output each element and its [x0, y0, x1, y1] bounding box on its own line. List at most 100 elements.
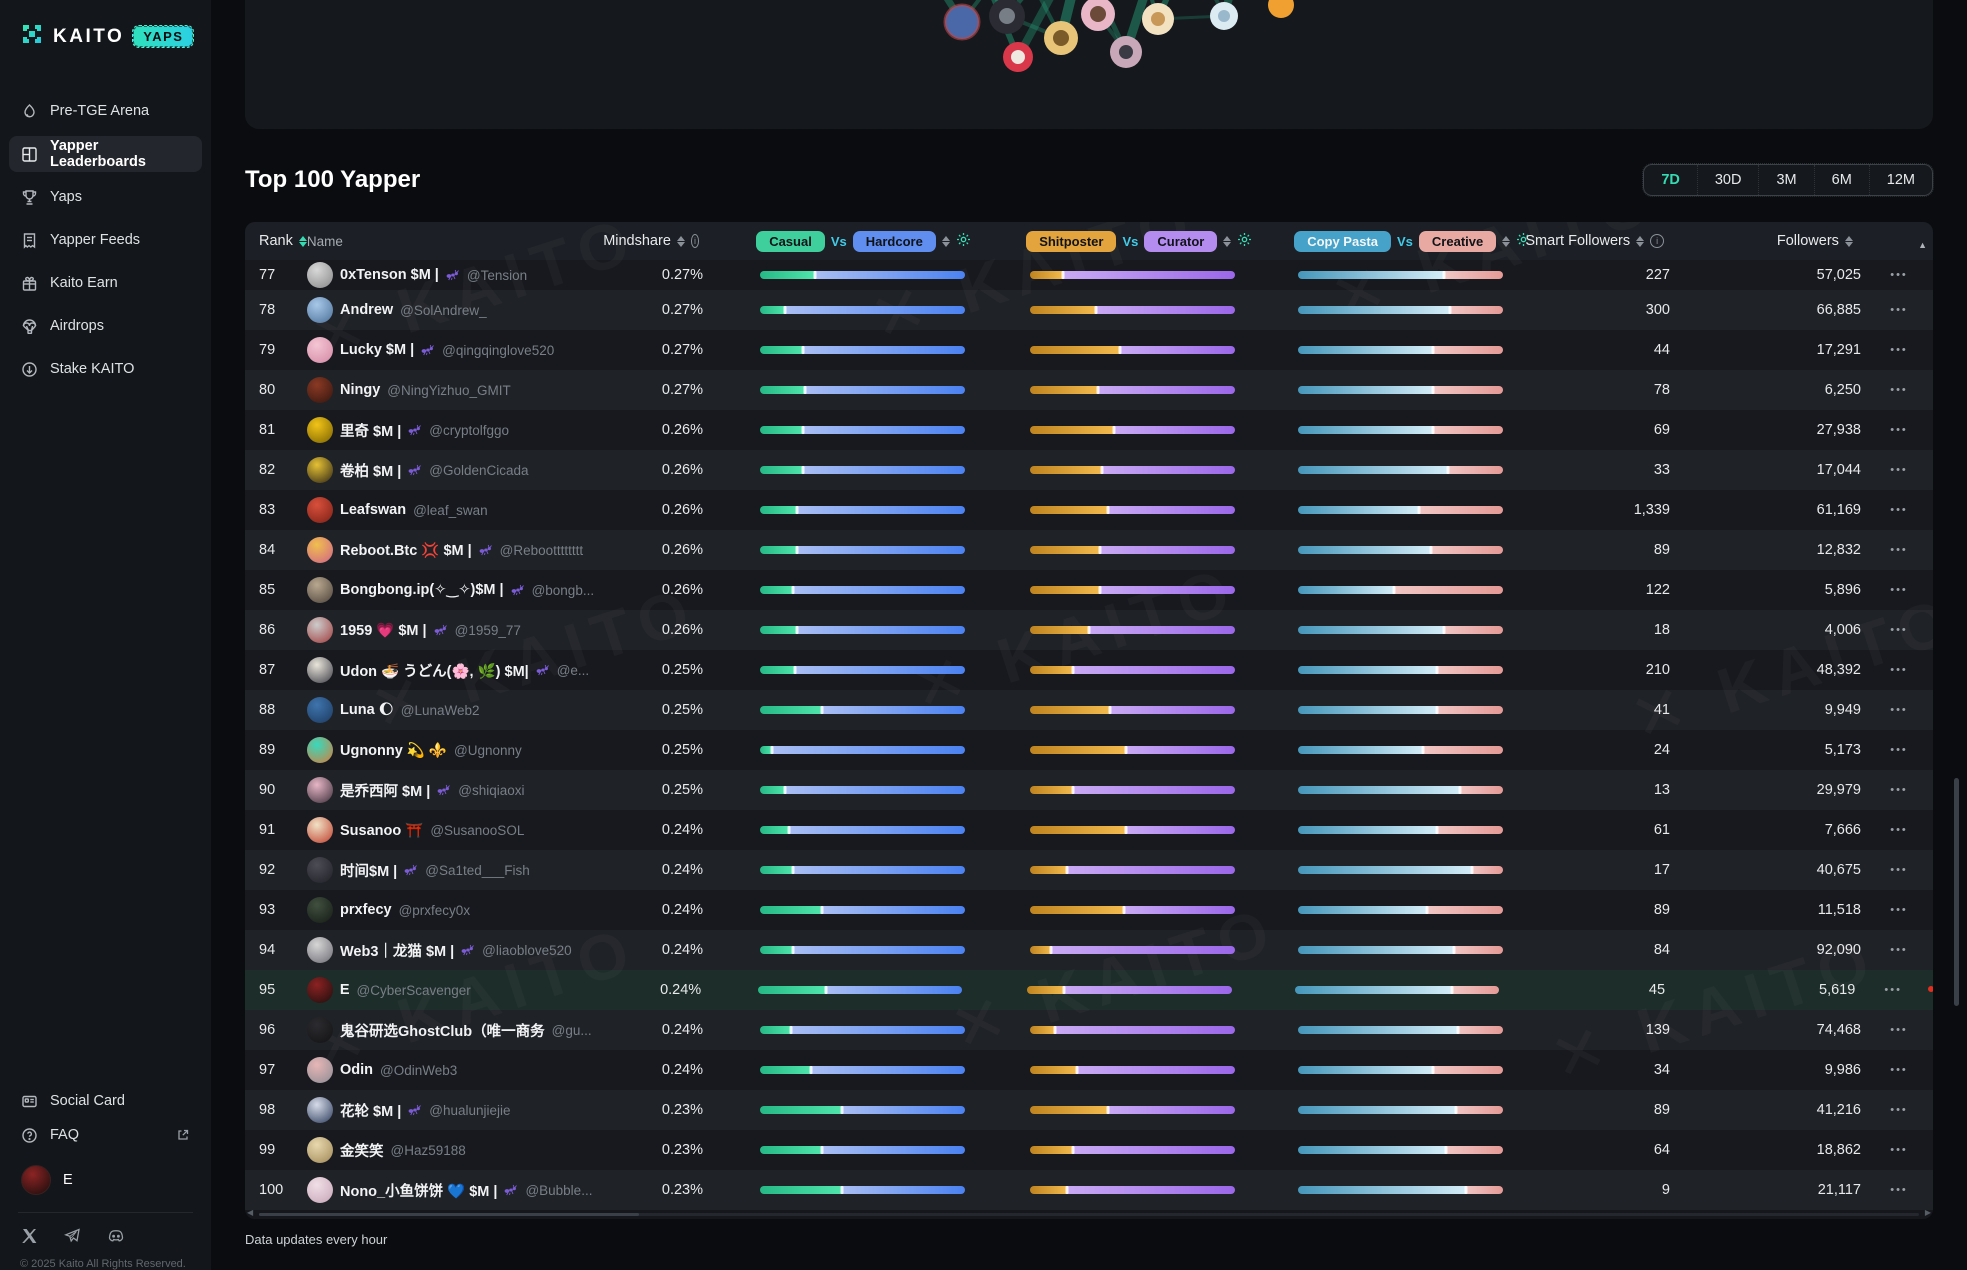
table-row[interactable]: 86 1959 💗 $M | @1959_77 0.26% 18 4,006 •… — [245, 610, 1933, 650]
rank-cell: 84 — [259, 542, 276, 558]
casual-settings-icon[interactable] — [956, 232, 971, 250]
casual-pill[interactable]: Casual — [756, 230, 825, 252]
table-row[interactable]: 93 prxfecy @prxfecy0x 0.24% 89 11,518 ••… — [245, 890, 1933, 930]
bar-marker — [1442, 626, 1446, 634]
horizontal-scrollbar[interactable]: ◀ ▶ — [245, 1208, 1933, 1219]
bar-marker — [791, 866, 795, 874]
sidebar-item-kaito-earn[interactable]: Kaito Earn — [9, 265, 202, 301]
sidebar-item-airdrops[interactable]: Airdrops — [9, 308, 202, 344]
table-row[interactable]: 89 Ugnonny 💫 ⚜️ @Ugnonny 0.25% 24 5,173 … — [245, 730, 1933, 770]
table-row[interactable]: 97 Odin @OdinWeb3 0.24% 34 9,986 ••• — [245, 1050, 1933, 1090]
row-menu-button[interactable]: ••• — [1890, 584, 1908, 596]
table-row[interactable]: 99 金笑笑 @Haz59188 0.23% 64 18,862 ••• — [245, 1130, 1933, 1170]
range-7d[interactable]: 7D — [1661, 172, 1680, 188]
table-row[interactable]: 83 Leafswan @leaf_swan 0.26% 1,339 61,16… — [245, 490, 1933, 530]
sidebar-item-yapper-leaderboards[interactable]: Yapper Leaderboards — [9, 136, 202, 172]
row-menu-button[interactable]: ••• — [1890, 824, 1908, 836]
range-6m[interactable]: 6M — [1813, 165, 1869, 195]
user-profile[interactable]: E — [9, 1160, 202, 1200]
table-row[interactable]: 80 Ningy @NingYizhuo_GMIT 0.27% 78 6,250… — [245, 370, 1933, 410]
table-row[interactable]: 91 Susanoo ⛩️ @SusanooSOL 0.24% 61 7,666… — [245, 810, 1933, 850]
table-row[interactable]: 87 Udon 🍜 うどん(🌸, 🌿) $M| @e... 0.25% 210 … — [245, 650, 1933, 690]
row-menu-button[interactable]: ••• — [1884, 984, 1902, 996]
leaderboard-icon — [22, 146, 37, 162]
range-30d[interactable]: 30D — [1696, 165, 1759, 195]
copy-pasta-pill[interactable]: Copy Pasta — [1294, 230, 1391, 252]
sidebar-item-yapper-feeds[interactable]: Yapper Feeds — [9, 222, 202, 258]
row-menu-button[interactable]: ••• — [1890, 1144, 1908, 1156]
row-menu-button[interactable]: ••• — [1890, 544, 1908, 556]
table-row[interactable]: 82 卷柏 $M | @GoldenCicada 0.26% 33 17,044… — [245, 450, 1933, 490]
row-menu-button[interactable]: ••• — [1890, 464, 1908, 476]
row-menu-button[interactable]: ••• — [1890, 1104, 1908, 1116]
sidebar-item-stake-kaito[interactable]: Stake KAITO — [9, 351, 202, 387]
row-menu-button[interactable]: ••• — [1890, 1064, 1908, 1076]
shitposter-sort-icon[interactable] — [1223, 235, 1232, 247]
shitposter-pill[interactable]: Shitposter — [1026, 230, 1117, 252]
curator-pill[interactable]: Curator — [1144, 230, 1218, 252]
range-3m[interactable]: 3M — [1758, 165, 1813, 195]
copy-pasta-sort-icon[interactable] — [1502, 235, 1511, 247]
sidebar-item-pre-tge-arena[interactable]: Pre-TGE Arena — [9, 93, 202, 129]
yapper-network-graph[interactable] — [245, 0, 1933, 129]
table-row[interactable]: 88 Luna 🌔 @LunaWeb2 0.25% 41 9,949 ••• — [245, 690, 1933, 730]
sidebar-item-social-card[interactable]: Social Card — [9, 1084, 202, 1118]
row-menu-button[interactable]: ••• — [1890, 269, 1908, 281]
row-menu-button[interactable]: ••• — [1890, 744, 1908, 756]
sidebar-item-faq[interactable]: FAQ — [9, 1118, 202, 1152]
row-menu-button[interactable]: ••• — [1890, 624, 1908, 636]
row-menu-button[interactable]: ••• — [1890, 384, 1908, 396]
scroll-left-arrow[interactable]: ◀ — [247, 1208, 254, 1217]
scroll-up-arrow[interactable]: ▲ — [1918, 240, 1928, 250]
row-menu-button[interactable]: ••• — [1890, 424, 1908, 436]
row-menu-button[interactable]: ••• — [1890, 864, 1908, 876]
rank-sort-icon[interactable] — [298, 235, 307, 247]
smart-followers-sort-icon[interactable] — [1636, 235, 1645, 247]
followers-cell: 74,468 — [1816, 1022, 1861, 1038]
table-row[interactable]: 96 鬼谷研选GhostClub（唯一商务 @gu... 0.24% 139 7… — [245, 1010, 1933, 1050]
table-row[interactable]: 78 Andrew @SolAndrew_ 0.27% 300 66,885 •… — [245, 290, 1933, 330]
x-twitter-icon[interactable] — [22, 1228, 38, 1244]
row-menu-button[interactable]: ••• — [1890, 784, 1908, 796]
mindshare-sort-icon[interactable] — [676, 235, 685, 247]
table-row[interactable]: 98 花轮 $M | @hualunjiejie 0.23% 89 41,216… — [245, 1090, 1933, 1130]
table-row[interactable]: 84 Reboot.Btc 💢 $M | @Rebootttttttt 0.26… — [245, 530, 1933, 570]
bar-marker — [1122, 906, 1126, 914]
horizontal-scroll-thumb[interactable] — [259, 1213, 639, 1216]
copy-pasta-settings-icon[interactable] — [1516, 232, 1531, 250]
table-row[interactable]: 90 是乔西阿 $M | @shiqiaoxi 0.25% 13 29,979 … — [245, 770, 1933, 810]
table-row[interactable]: 100 Nono_小鱼饼饼 💙 $M | @Bubble... 0.23% 9 … — [245, 1170, 1933, 1210]
table-row[interactable]: 92 时间$M | @Sa1ted___Fish 0.24% 17 40,675… — [245, 850, 1933, 890]
vertical-scrollbar-thumb[interactable] — [1954, 778, 1959, 1006]
table-row[interactable]: 79 Lucky $M | @qingqinglove520 0.27% 44 … — [245, 330, 1933, 370]
row-menu-button[interactable]: ••• — [1890, 664, 1908, 676]
creative-pill[interactable]: Creative — [1418, 230, 1497, 252]
row-menu-button[interactable]: ••• — [1890, 704, 1908, 716]
row-menu-button[interactable]: ••• — [1890, 904, 1908, 916]
row-menu-button[interactable]: ••• — [1890, 944, 1908, 956]
sidebar-item-yaps[interactable]: Yaps — [9, 179, 202, 215]
row-menu-button[interactable]: ••• — [1890, 504, 1908, 516]
followers-sort-icon[interactable] — [1844, 235, 1853, 247]
row-menu-button[interactable]: ••• — [1890, 1184, 1908, 1196]
table-row[interactable]: 94 Web3｜龙猫 $M | @liaoblove520 0.24% 84 9… — [245, 930, 1933, 970]
mindshare-info-icon[interactable]: i — [690, 234, 700, 248]
logo[interactable]: KAITO YAPS — [0, 0, 211, 51]
smart-followers-info-icon[interactable]: i — [1650, 234, 1665, 248]
casual-sort-icon[interactable] — [941, 235, 950, 247]
table-row[interactable]: 95 E @CyberScavenger 0.24% 45 5,619 ••• — [245, 970, 1933, 1010]
discord-icon[interactable] — [107, 1228, 125, 1244]
hardcore-pill[interactable]: Hardcore — [852, 230, 936, 252]
table-row[interactable]: 85 Bongbong.ip(✧‿✧)$M | @bongb... 0.26% … — [245, 570, 1933, 610]
external-link-icon[interactable] — [176, 1128, 190, 1142]
scroll-right-arrow[interactable]: ▶ — [1924, 1208, 1931, 1217]
shitposter-settings-icon[interactable] — [1237, 232, 1252, 250]
row-menu-button[interactable]: ••• — [1890, 304, 1908, 316]
table-row[interactable]: 81 里奇 $M | @cryptolfggo 0.26% 69 27,938 … — [245, 410, 1933, 450]
row-menu-button[interactable]: ••• — [1890, 344, 1908, 356]
telegram-icon[interactable] — [64, 1227, 81, 1244]
rank-cell: 78 — [259, 302, 276, 318]
row-menu-button[interactable]: ••• — [1890, 1024, 1908, 1036]
table-row[interactable]: 77 0xTenson $M | @Tension 0.27% 227 57,0… — [245, 260, 1933, 290]
range-12m[interactable]: 12M — [1868, 165, 1932, 195]
